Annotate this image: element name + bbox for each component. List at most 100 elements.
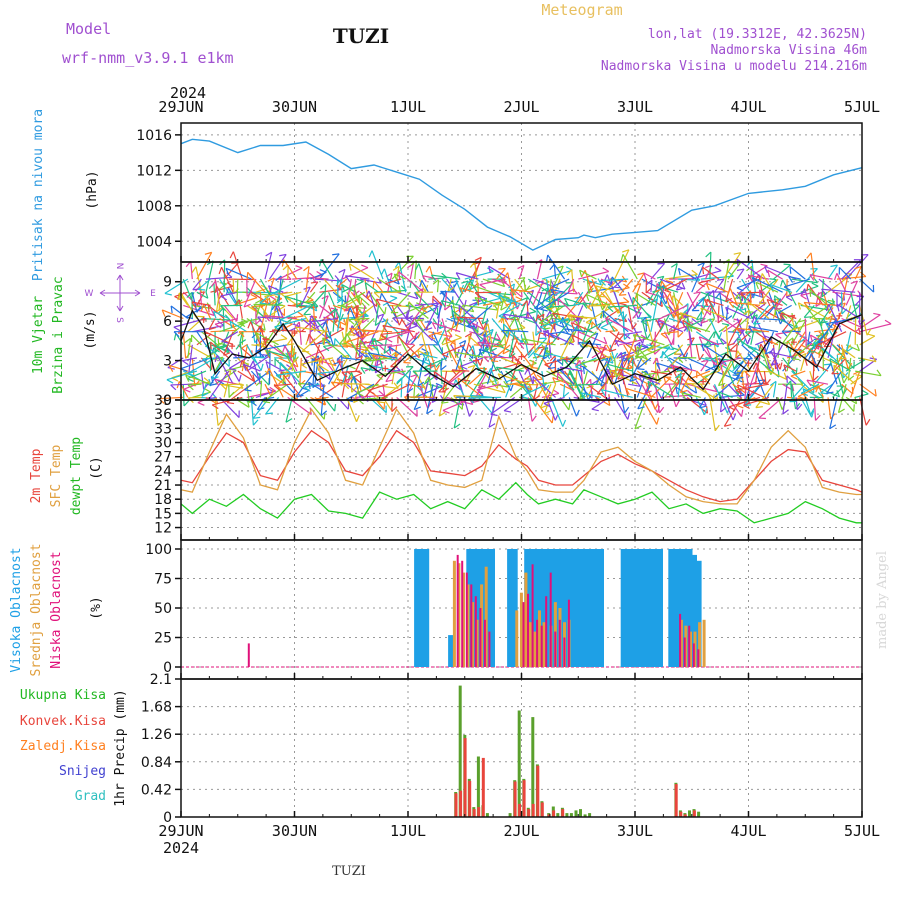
- wind-barb: [829, 397, 838, 430]
- wind-barb-shaft: [319, 370, 331, 380]
- wind-barb-flag: [352, 304, 359, 310]
- wind-barb-flag: [348, 365, 356, 370]
- wind-barb-shaft: [355, 355, 363, 372]
- wind-barb-flag: [361, 264, 369, 269]
- wind-barb: [211, 280, 221, 306]
- wind-barb-shaft: [468, 396, 502, 399]
- wind-barb-shaft: [308, 381, 334, 398]
- wind-barb-flag: [344, 295, 347, 303]
- cloud-bar: [461, 560, 464, 667]
- wind-barb-shaft: [350, 305, 358, 318]
- wind-barb-flag: [585, 378, 592, 385]
- cloud-bar: [479, 608, 482, 667]
- wind-barb: [266, 367, 284, 398]
- wind-barb-shaft: [255, 370, 270, 386]
- wind-barb-flag: [265, 361, 269, 369]
- wind-barb-shaft: [813, 397, 817, 421]
- wind-barb-flag: [161, 309, 166, 317]
- wind-barb-flag: [355, 415, 360, 422]
- wind-barb: [368, 291, 387, 315]
- wind-barb: [253, 303, 284, 310]
- wind-barb-flag: [323, 397, 326, 406]
- wind-barb-flag: [304, 315, 310, 322]
- wind-barb-shaft: [190, 261, 193, 280]
- wind-barb-shaft: [284, 345, 298, 372]
- wind-barb-flag: [297, 311, 304, 317]
- wind-barb-flag: [273, 385, 280, 391]
- wind-barb: [300, 357, 334, 369]
- wind-barb: [323, 344, 338, 352]
- wind-barb-shaft: [191, 334, 202, 346]
- wind-barb-flag: [416, 409, 418, 417]
- wind-barb: [275, 370, 306, 381]
- wind-barb: [314, 275, 341, 282]
- y-tick-label: 12: [154, 521, 172, 537]
- wind-barb-shaft: [187, 383, 202, 386]
- wind-barb-flag: [637, 272, 645, 276]
- wind-barb-flag: [256, 325, 261, 333]
- wind-barb-flag: [236, 314, 239, 322]
- wind-barb-shaft: [173, 317, 207, 328]
- wind-barb-flag: [350, 376, 355, 383]
- wind-barb-flag: [329, 308, 336, 315]
- wind-barb-flag: [334, 275, 341, 282]
- wind-barb-flag: [308, 315, 313, 323]
- wind-barb-shaft: [255, 331, 269, 356]
- wind-barb-shaft: [255, 338, 288, 346]
- wind-barb: [275, 278, 284, 307]
- wind-barb-flag: [789, 400, 797, 403]
- wind-barb: [265, 361, 284, 372]
- wind-barb-flag: [299, 379, 306, 386]
- wind-barb-flag: [274, 358, 276, 366]
- wind-barb-shaft: [243, 363, 261, 372]
- wind-barb-flag: [311, 277, 318, 284]
- y-tick-label: 75: [154, 572, 172, 588]
- y-tick-label: 36: [154, 407, 172, 423]
- wind-barb: [358, 295, 370, 306]
- wind-barb-flag: [358, 296, 361, 304]
- wind-barb-flag: [209, 396, 217, 400]
- wind-barb-flag: [815, 414, 821, 421]
- wind-barb-flag: [166, 379, 174, 384]
- wind-barb-shaft: [311, 315, 321, 332]
- wind-barb-shaft: [772, 381, 777, 398]
- wind-barb: [373, 291, 402, 299]
- y-tick-label: 1008: [136, 199, 172, 215]
- wind-barb-shaft: [201, 331, 220, 347]
- wind-barb-flag: [279, 253, 287, 257]
- wind-barb-shaft: [205, 276, 232, 280]
- wind-barb-shaft: [201, 384, 207, 397]
- wind-barb-flag: [281, 259, 285, 267]
- wind-barb-flag: [693, 291, 701, 294]
- precip-bar: [579, 809, 582, 817]
- wind-barb: [182, 357, 198, 366]
- wind-barb-flag: [346, 376, 351, 384]
- wind-barb: [308, 381, 334, 398]
- precip-bar: [517, 710, 521, 817]
- wind-barb: [488, 397, 498, 428]
- wind-barb-shaft: [284, 295, 316, 306]
- wind-barb-shaft: [300, 357, 334, 365]
- precip-bar: [679, 811, 683, 817]
- wind-barb: [320, 284, 327, 306]
- wind-barb: [218, 307, 225, 332]
- wind-barb-flag: [184, 337, 191, 344]
- wind-barb-flag: [348, 263, 352, 271]
- wind-barb: [244, 370, 270, 392]
- wind-barb: [187, 344, 217, 362]
- wind-barb-flag: [282, 345, 286, 353]
- wind-barb: [232, 370, 242, 382]
- wind-barb-flag: [269, 386, 277, 392]
- wind-barb-shaft: [241, 344, 249, 372]
- wind-barb: [278, 265, 303, 280]
- wind-barb-flag: [200, 304, 205, 312]
- wind-barb-shaft: [346, 333, 361, 359]
- cloud-bar: [598, 549, 604, 667]
- wind-barb-flag: [243, 303, 251, 308]
- x-tick-labels-top: 29JUN 30JUN 1JUL 2JUL 3JUL 4JUL 5JUL: [158, 98, 880, 116]
- wind-barb-flag: [758, 417, 766, 420]
- wind-barb-flag: [190, 334, 193, 343]
- wind-barb-flag: [178, 291, 181, 300]
- wind-barb-shaft: [782, 384, 788, 415]
- wind-barb-flag: [242, 363, 247, 371]
